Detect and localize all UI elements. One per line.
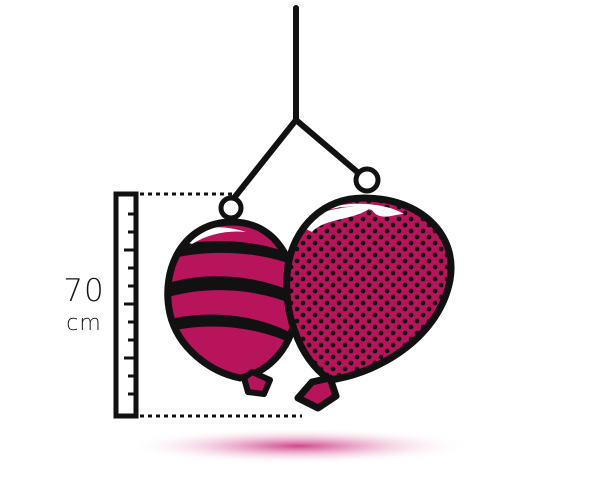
ruler-icon bbox=[113, 191, 302, 419]
measurement-unit: cm bbox=[66, 311, 102, 336]
hanging-hook-icon bbox=[231, 5, 365, 201]
measurement-value: 70 bbox=[63, 273, 105, 309]
striped-balloon-icon bbox=[164, 195, 300, 397]
dotted-balloon-icon bbox=[283, 166, 455, 412]
floor-shadow bbox=[123, 428, 473, 464]
